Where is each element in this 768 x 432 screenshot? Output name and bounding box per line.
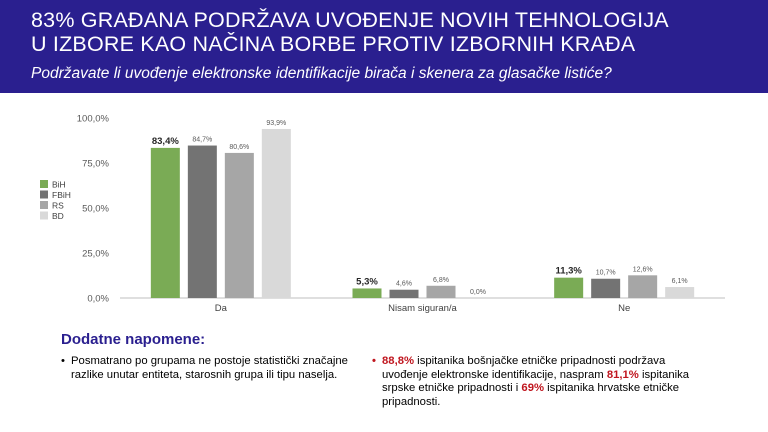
data-label: 5,3%: [356, 276, 378, 287]
note-value-croat: 69%: [521, 382, 545, 394]
y-tick-label: 75,0%: [82, 159, 109, 170]
note-right-text: 88,8% ispitanika bošnjačke etničke pripa…: [372, 355, 692, 409]
data-label: 0,0%: [470, 289, 486, 296]
data-label: 4,6%: [396, 281, 412, 288]
y-tick-label: 25,0%: [82, 249, 109, 260]
bar: [554, 277, 584, 298]
legend-label: FBiH: [52, 190, 71, 200]
legend-label: RS: [52, 201, 64, 211]
bar: [426, 285, 456, 298]
note-text-2: ispitanika srpske etničke pripadnosti i: [382, 368, 690, 395]
note-left-text: Posmatrano po grupama ne postoje statist…: [71, 355, 348, 381]
legend-swatch: [40, 211, 48, 220]
legend-swatch: [40, 190, 48, 199]
bar: [389, 289, 419, 298]
note-text-3: ispitanika hrvatske etničke pripadnosti.: [382, 382, 680, 408]
note-value-serb: 81,1%: [606, 368, 639, 381]
x-tick-label: Nisam siguran/a: [388, 303, 457, 314]
bar: [665, 287, 695, 298]
bar: [628, 275, 658, 298]
note-right: • 88,8% ispitanika bošnjačke etničke pri…: [372, 355, 692, 409]
x-tick-label: Ne: [618, 303, 630, 314]
data-label: 6,8%: [433, 277, 449, 284]
note-value-bosniak: 88,8%: [382, 355, 415, 367]
bar: [187, 145, 217, 298]
legend-label: BiH: [52, 180, 66, 190]
x-tick-label: Da: [215, 303, 228, 314]
y-tick-label: 0,0%: [87, 294, 109, 305]
legend-swatch: [40, 201, 48, 209]
bar: [261, 128, 291, 298]
data-label: 6,1%: [672, 278, 688, 285]
legend-swatch: [40, 180, 48, 188]
title-line-2: U IZBORE KAO NAČINA BORBE PROTIV IZBORNI…: [31, 32, 636, 56]
notes-title: Dodatne napomene:: [61, 331, 206, 348]
bar: [150, 147, 180, 298]
data-label: 93,9%: [266, 120, 286, 127]
data-label: 10,7%: [596, 270, 616, 277]
data-label: 11,3%: [555, 266, 582, 277]
data-label: 12,6%: [633, 266, 653, 273]
header-banner: 83% GRAĐANA PODRŽAVA UVOĐENJE NOVIH TEHN…: [0, 0, 768, 93]
y-tick-label: 100,0%: [77, 114, 110, 125]
bar-chart: 0,0% 25,0% 50,0% 75,0% 100,0% 83,4% 84,7% 80,6%…: [40, 114, 725, 314]
y-tick-label: 50,0%: [82, 204, 109, 215]
data-label: 84,7%: [192, 137, 212, 144]
legend-label: BD: [52, 211, 64, 221]
title-line-1: 83% GRAĐANA PODRŽAVA UVOĐENJE NOVIH TEHN…: [31, 8, 669, 32]
bar: [591, 278, 621, 298]
note-left: • Posmatrano po grupama ne postoje stati…: [61, 355, 361, 382]
note-text-1: ispitanika bošnjačke etničke pripadnosti…: [382, 355, 666, 381]
bullet-left: •: [61, 355, 65, 367]
bar: [224, 152, 254, 298]
data-label: 80,6%: [229, 144, 249, 151]
subtitle: Podržavate li uvođenje elektronske ident…: [31, 65, 612, 82]
bar: [352, 288, 382, 298]
bullet-right: •: [372, 355, 376, 367]
data-label: 83,4%: [152, 136, 179, 147]
